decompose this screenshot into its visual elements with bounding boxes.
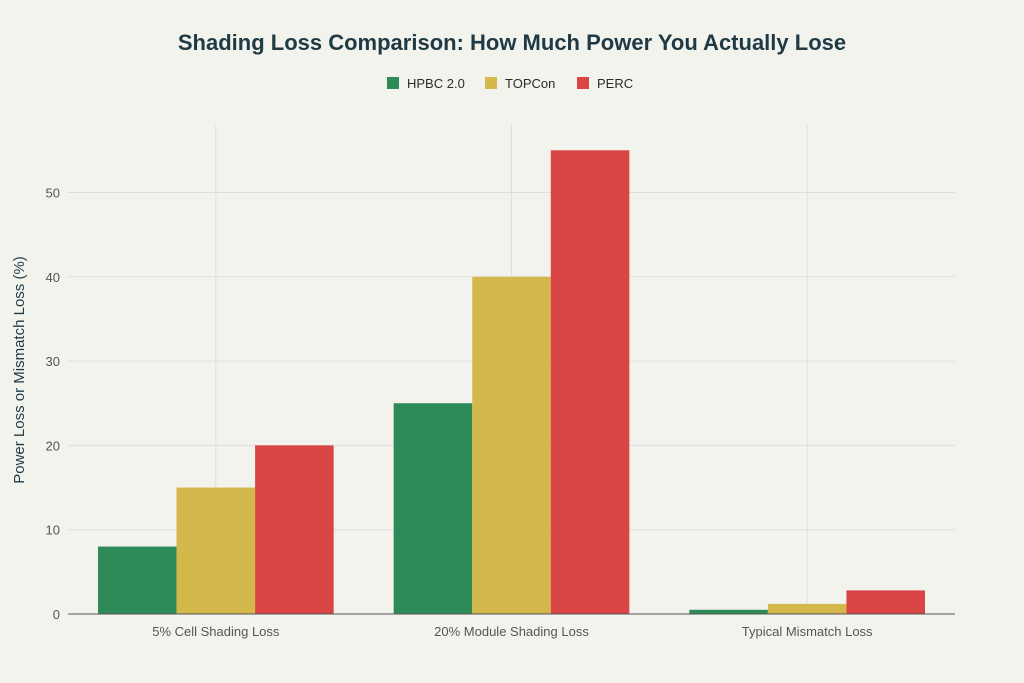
legend-swatch [577, 77, 589, 89]
y-tick-label: 0 [53, 607, 60, 622]
y-tick-label: 50 [46, 185, 60, 200]
legend-label: PERC [597, 76, 633, 91]
y-tick-label: 30 [46, 354, 60, 369]
legend-swatch [387, 77, 399, 89]
bar [98, 546, 177, 614]
y-tick-label: 40 [46, 270, 60, 285]
y-axis-title: Power Loss or Mismatch Loss (%) [11, 256, 28, 484]
x-tick-label: 5% Cell Shading Loss [152, 624, 280, 639]
legend-label: TOPCon [505, 76, 555, 91]
bar [472, 276, 551, 614]
bar [176, 487, 256, 614]
y-axis-ticks: 0 10 20 30 40 50 [46, 185, 60, 622]
bar [255, 445, 334, 614]
x-tick-label: Typical Mismatch Loss [742, 624, 873, 639]
legend-swatch [485, 77, 497, 89]
bar [767, 603, 847, 614]
y-tick-label: 10 [46, 523, 60, 538]
legend: HPBC 2.0 TOPCon PERC [387, 76, 633, 91]
bar [689, 609, 768, 614]
legend-label: HPBC 2.0 [407, 76, 465, 91]
y-tick-label: 20 [46, 438, 60, 453]
bar [393, 403, 473, 614]
bar [550, 150, 630, 615]
x-tick-label: 20% Module Shading Loss [434, 624, 589, 639]
x-axis-ticks: 5% Cell Shading Loss 20% Module Shading L… [152, 624, 873, 639]
bar [846, 590, 925, 614]
bars [98, 150, 925, 615]
chart-title: Shading Loss Comparison: How Much Power … [178, 30, 846, 55]
